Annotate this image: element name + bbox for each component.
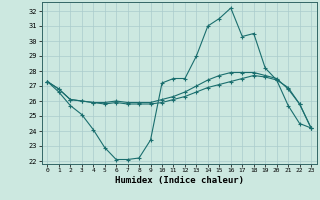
- X-axis label: Humidex (Indice chaleur): Humidex (Indice chaleur): [115, 176, 244, 185]
